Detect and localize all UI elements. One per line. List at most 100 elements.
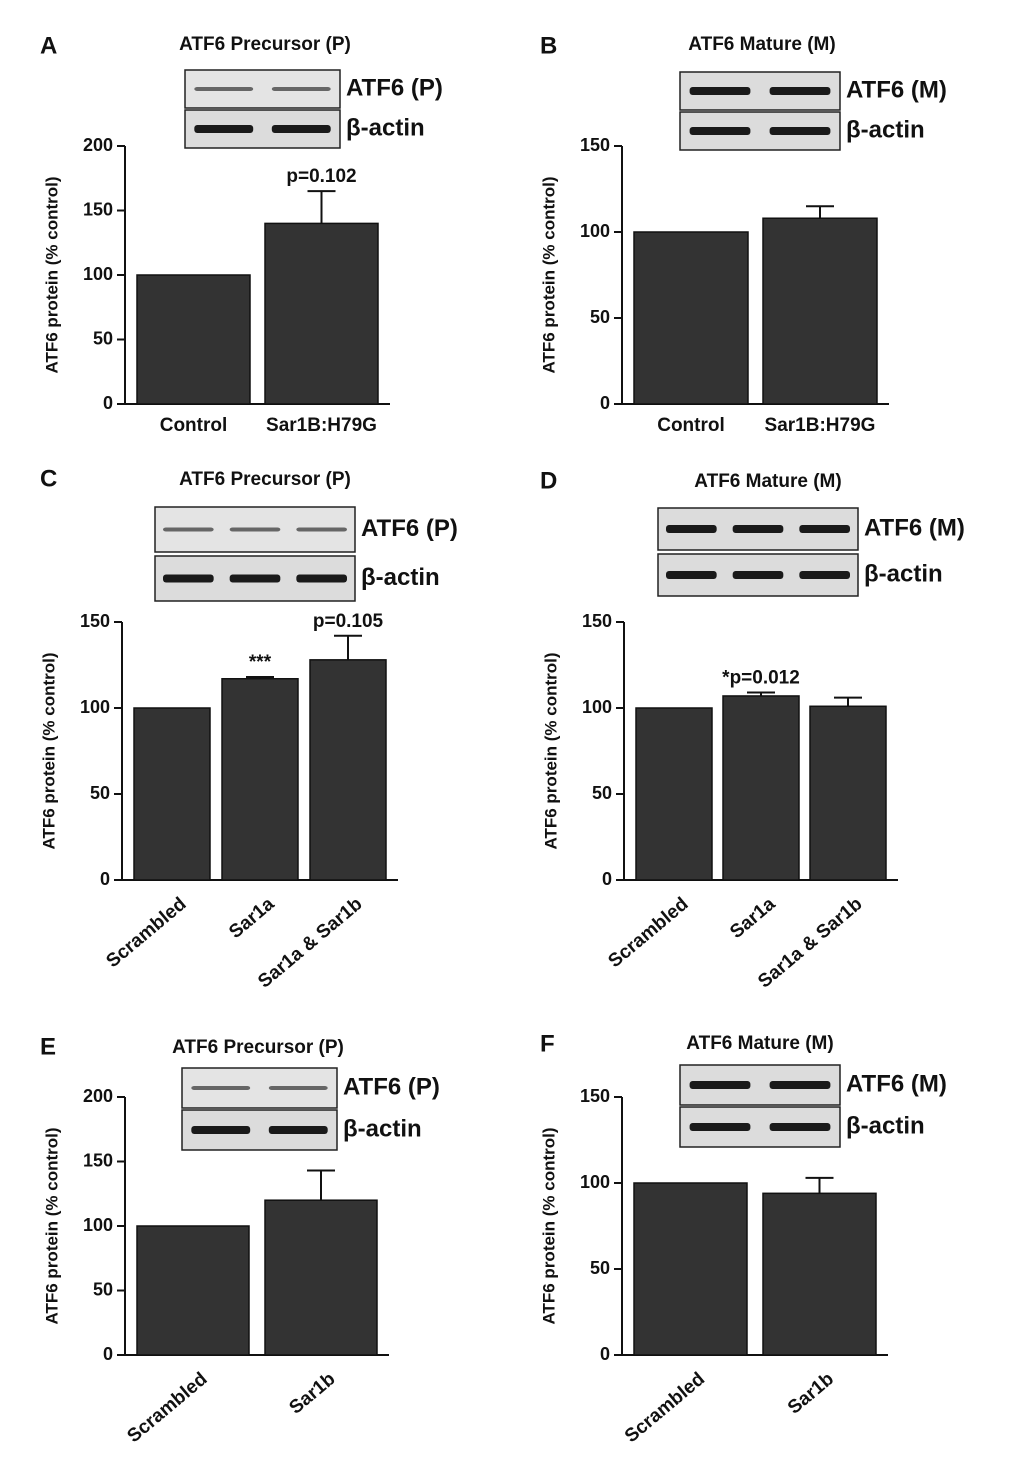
blot-band xyxy=(194,87,254,91)
blot-band xyxy=(769,127,831,135)
blot-band xyxy=(689,1081,751,1089)
blot-band xyxy=(268,1126,328,1134)
panel-letter: D xyxy=(540,467,557,494)
blot-band xyxy=(191,1126,251,1134)
y-tick-label: 50 xyxy=(90,783,110,803)
y-tick-label: 200 xyxy=(83,135,113,155)
blot-label: ATF6 (P) xyxy=(343,1073,440,1100)
panel-title: ATF6 Mature (M) xyxy=(688,34,835,55)
blot-band xyxy=(271,87,331,91)
blot-band xyxy=(296,574,347,583)
error-bar xyxy=(747,691,775,696)
blot-band xyxy=(296,527,347,532)
blot-band xyxy=(689,1123,751,1131)
y-tick-label: 150 xyxy=(580,1086,610,1106)
bar xyxy=(633,1182,748,1356)
blot-band xyxy=(229,527,281,532)
blot-band xyxy=(666,571,717,579)
x-tick-label: Control xyxy=(657,415,725,436)
blot-label: β-actin xyxy=(343,1115,422,1142)
y-tick-label: 100 xyxy=(582,697,612,717)
x-tick-label: Sar1B:H79G xyxy=(765,415,876,436)
y-axis-label: ATF6 protein (% control) xyxy=(539,1127,558,1324)
panel-title: ATF6 Mature (M) xyxy=(694,471,841,492)
blot-band xyxy=(191,1086,251,1090)
blot-band xyxy=(268,1086,328,1090)
panel-letter: F xyxy=(540,1030,555,1057)
x-tick-label: Sar1B:H79G xyxy=(266,415,377,436)
bar xyxy=(221,678,299,881)
blot-band xyxy=(163,527,214,532)
x-tick-label: Scrambled xyxy=(621,1369,709,1448)
error-bar xyxy=(334,634,362,660)
y-axis-label: ATF6 protein (% control) xyxy=(39,652,58,849)
y-axis-label: ATF6 protein (% control) xyxy=(42,176,61,373)
annotation: *** xyxy=(249,652,272,673)
blot-label: β-actin xyxy=(864,560,943,587)
x-tick-label: Sar1a xyxy=(225,893,278,943)
blot-band xyxy=(163,574,214,583)
panel-title: ATF6 Precursor (P) xyxy=(172,1037,344,1058)
blot-band xyxy=(666,525,717,533)
y-axis-label: ATF6 protein (% control) xyxy=(539,176,558,373)
y-tick-label: 150 xyxy=(83,199,113,219)
annotation: p=0.102 xyxy=(286,166,356,187)
error-bar xyxy=(834,696,862,707)
y-tick-label: 50 xyxy=(590,307,610,327)
blot-label: ATF6 (M) xyxy=(846,76,947,103)
panel-letter: A xyxy=(40,32,57,59)
bar xyxy=(762,1192,877,1356)
blot-band xyxy=(271,125,331,133)
y-tick-label: 0 xyxy=(600,393,610,413)
panel-letter: E xyxy=(40,1033,56,1060)
blot-label: β-actin xyxy=(846,1112,925,1139)
error-bar xyxy=(805,1176,834,1194)
blot-band xyxy=(769,1123,831,1131)
y-tick-label: 200 xyxy=(83,1086,113,1106)
error-bar xyxy=(806,205,834,219)
bar xyxy=(136,1225,250,1356)
error-bar xyxy=(307,1169,335,1201)
blot-band xyxy=(769,87,831,95)
y-tick-label: 100 xyxy=(80,697,110,717)
blot-band xyxy=(732,571,784,579)
blot-label: ATF6 (P) xyxy=(361,515,458,542)
y-tick-label: 150 xyxy=(582,611,612,631)
x-tick-label: Sar1a xyxy=(726,893,779,943)
blot-band xyxy=(799,525,850,533)
blot-band xyxy=(229,574,281,583)
blot-label: β-actin xyxy=(361,564,440,591)
blot-band xyxy=(769,1081,831,1089)
x-tick-label: Scrambled xyxy=(103,894,191,973)
y-tick-label: 150 xyxy=(580,135,610,155)
panel-title: ATF6 Precursor (P) xyxy=(179,469,351,490)
y-tick-label: 150 xyxy=(83,1150,113,1170)
x-tick-label: Scrambled xyxy=(605,894,693,973)
blot-label: ATF6 (M) xyxy=(864,514,965,541)
error-bar xyxy=(246,676,274,679)
y-axis-label: ATF6 protein (% control) xyxy=(541,652,560,849)
blot-band xyxy=(689,87,751,95)
bar xyxy=(264,1199,378,1356)
y-tick-label: 0 xyxy=(602,869,612,889)
y-tick-label: 0 xyxy=(100,869,110,889)
y-axis-label: ATF6 protein (% control) xyxy=(42,1127,61,1324)
y-tick-label: 100 xyxy=(83,1215,113,1235)
error-bar xyxy=(307,190,336,224)
panel-letter: B xyxy=(540,32,557,59)
bar xyxy=(633,231,749,405)
y-tick-label: 0 xyxy=(600,1344,610,1364)
y-tick-label: 150 xyxy=(80,611,110,631)
blot-label: β-actin xyxy=(346,114,425,141)
y-tick-label: 50 xyxy=(590,1258,610,1278)
blot-label: ATF6 (P) xyxy=(346,74,443,101)
blot-label: ATF6 (M) xyxy=(846,1070,947,1097)
x-tick-label: Sar1b xyxy=(285,1369,339,1419)
x-tick-label: Scrambled xyxy=(124,1369,212,1448)
bar xyxy=(136,274,251,405)
y-tick-label: 0 xyxy=(103,393,113,413)
y-tick-label: 50 xyxy=(592,783,612,803)
annotation: p=0.105 xyxy=(313,611,384,632)
panel-title: ATF6 Mature (M) xyxy=(686,1033,833,1054)
